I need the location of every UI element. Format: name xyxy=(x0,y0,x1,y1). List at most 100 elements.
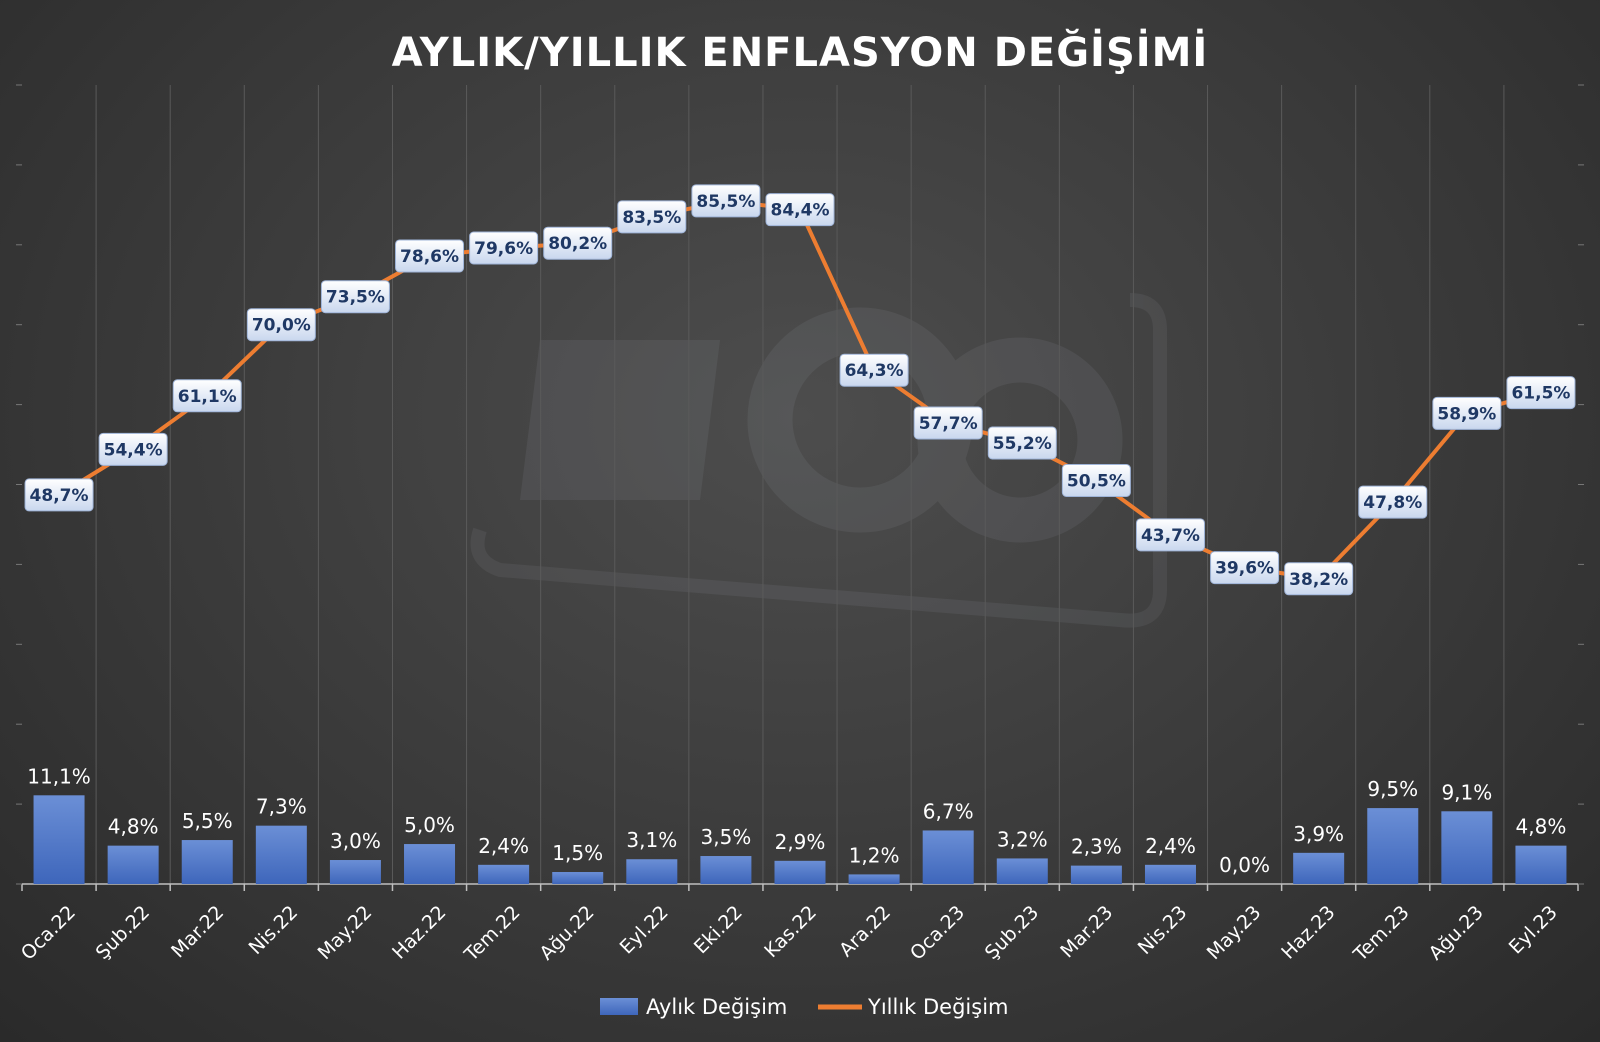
line-point-label: 79,6% xyxy=(469,231,539,265)
line-data-label: 48,7% xyxy=(30,486,89,506)
line-label-box xyxy=(691,184,761,218)
line-data-label: 55,2% xyxy=(993,434,1052,454)
bar xyxy=(1293,852,1345,884)
line-label-box xyxy=(543,226,613,260)
legend: Aylık Değişim Yıllık Değişim xyxy=(600,995,1009,1019)
line-label-box xyxy=(172,379,242,413)
line-label-box xyxy=(617,200,687,234)
line-data-label: 80,2% xyxy=(548,234,607,254)
legend-swatch-bar xyxy=(600,998,638,1015)
line-data-label: 47,8% xyxy=(1363,493,1422,513)
line-point-label: 48,7% xyxy=(24,478,94,512)
bar-data-label: 3,2% xyxy=(997,827,1048,851)
x-tick-label: Oca.23 xyxy=(906,901,969,964)
x-tick-label: May.22 xyxy=(314,901,377,964)
line-data-label: 73,5% xyxy=(326,288,385,308)
bar-data-label: 4,8% xyxy=(1516,815,1567,839)
line-data-label: 61,1% xyxy=(178,387,237,407)
bar-data-label: 1,5% xyxy=(552,841,603,865)
line-point-label: 58,9% xyxy=(1432,396,1502,430)
x-tick-label: Ağu.23 xyxy=(1425,901,1488,964)
bar xyxy=(33,795,85,884)
line-label-box xyxy=(1135,518,1205,552)
line-label-box xyxy=(469,231,539,265)
line-label-box xyxy=(1210,551,1280,585)
x-tick-label: Tem.23 xyxy=(1349,901,1414,966)
line-data-label: 43,7% xyxy=(1141,526,1200,546)
line-label-box xyxy=(913,406,983,440)
bar-data-label: 2,4% xyxy=(1145,834,1196,858)
bar xyxy=(1515,845,1567,884)
bar-data-label: 9,1% xyxy=(1441,780,1492,804)
bar-data-label: 3,9% xyxy=(1293,822,1344,846)
line-data-label: 39,6% xyxy=(1215,559,1274,579)
line-data-label: 50,5% xyxy=(1067,472,1126,492)
line-label-box xyxy=(987,426,1057,460)
line-point-label: 54,4% xyxy=(98,432,168,466)
line-point-label: 50,5% xyxy=(1061,464,1131,498)
bar-data-label: 7,3% xyxy=(256,795,307,819)
bar-data-label: 4,8% xyxy=(108,815,159,839)
x-tick-label: Kas.22 xyxy=(760,901,821,962)
bar-data-label: 6,7% xyxy=(923,799,974,823)
x-tick-labels: Oca.22 Şub.22 Mar.22 Nis.22 May.22 Haz.22 Tem.… xyxy=(17,901,1562,966)
bar xyxy=(700,856,752,884)
line-label-box xyxy=(1432,396,1502,430)
line-point-label: 64,3% xyxy=(839,353,909,387)
line-label-box xyxy=(320,280,390,314)
line-point-label: 84,4% xyxy=(765,193,835,227)
bar-data-label: 3,5% xyxy=(700,825,751,849)
line-label-box xyxy=(839,353,909,387)
bar-data-label: 2,4% xyxy=(478,834,529,858)
bar-data-label: 1,2% xyxy=(849,843,900,867)
x-tick-label: Eyl.23 xyxy=(1505,901,1562,958)
bar-data-label: 3,0% xyxy=(330,829,381,853)
chart-title: AYLIK/YILLIK ENFLASYON DEĞİŞİMİ xyxy=(392,28,1209,76)
line-label-box xyxy=(1284,562,1354,596)
bar-series xyxy=(33,795,1567,884)
line-data-label: 57,7% xyxy=(919,414,978,434)
x-tick-label: Nis.22 xyxy=(245,901,303,959)
bar xyxy=(107,845,159,884)
bar-data-label: 5,5% xyxy=(182,809,233,833)
bar xyxy=(552,872,604,884)
line-path xyxy=(58,198,1542,581)
line-point-label: 78,6% xyxy=(395,239,465,273)
bar-data-label: 3,1% xyxy=(626,828,677,852)
x-tick-label: Mar.23 xyxy=(1056,901,1117,962)
line-label-box xyxy=(1358,485,1428,519)
x-tick-label: Tem.22 xyxy=(460,901,525,966)
x-tick-label: Eyl.22 xyxy=(616,901,673,958)
line-data-label: 78,6% xyxy=(400,247,459,267)
grid-lines xyxy=(95,85,1505,884)
bar xyxy=(1070,865,1122,884)
bar-data-label: 2,9% xyxy=(775,830,826,854)
bar xyxy=(1144,864,1196,884)
x-tick-label: Nis.23 xyxy=(1134,901,1192,959)
line-series xyxy=(58,198,1542,581)
bar-labels: 11,1% 4,8% 5,5% 7,3% 3,0% 5,0% 2,4% 1,5% 3,1% 3,5… xyxy=(27,764,1566,877)
line-labels: 48,7% 54,4% 61,1% 70,0% 73,5% 78,6% 79,6% 80,2%… xyxy=(24,184,1576,596)
x-tick-label: Mar.22 xyxy=(167,901,228,962)
line-label-box xyxy=(246,308,316,342)
bar-data-label: 11,1% xyxy=(27,764,91,788)
line-data-label: 38,2% xyxy=(1289,570,1348,590)
bar xyxy=(626,859,678,884)
bar xyxy=(1367,808,1419,884)
line-data-label: 79,6% xyxy=(474,239,533,259)
line-label-box xyxy=(98,432,168,466)
line-point-label: 39,6% xyxy=(1210,551,1280,585)
bar xyxy=(774,860,826,884)
line-data-label: 61,5% xyxy=(1511,384,1570,404)
line-data-label: 58,9% xyxy=(1437,404,1496,424)
bar-data-label: 5,0% xyxy=(404,813,455,837)
bar xyxy=(478,864,530,884)
line-label-box xyxy=(24,478,94,512)
line-point-label: 70,0% xyxy=(246,308,316,342)
legend-label-line: Yıllık Değişim xyxy=(867,995,1009,1019)
line-label-box xyxy=(765,193,835,227)
bar-data-label: 2,3% xyxy=(1071,835,1122,859)
line-data-label: 84,4% xyxy=(771,201,830,221)
x-tick-label: May.23 xyxy=(1203,901,1266,964)
